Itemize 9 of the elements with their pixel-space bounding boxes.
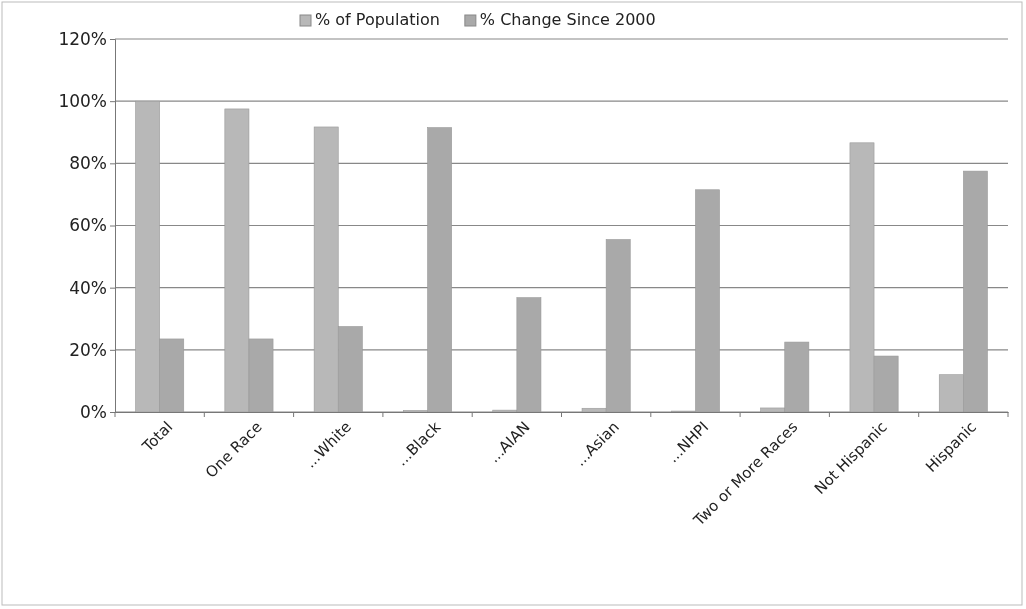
- y-tick-label: 60%: [69, 215, 107, 236]
- y-tick-label: 40%: [69, 277, 107, 298]
- y-tick-label: 100%: [58, 91, 107, 112]
- y-tick-label: 20%: [69, 339, 107, 360]
- y-tick-label: 80%: [69, 153, 107, 174]
- y-tick-label: 0%: [80, 401, 107, 422]
- legend-label: % Change Since 2000: [479, 10, 656, 29]
- y-tick-label: 120%: [58, 28, 107, 49]
- legend-label: % of Population: [315, 10, 440, 29]
